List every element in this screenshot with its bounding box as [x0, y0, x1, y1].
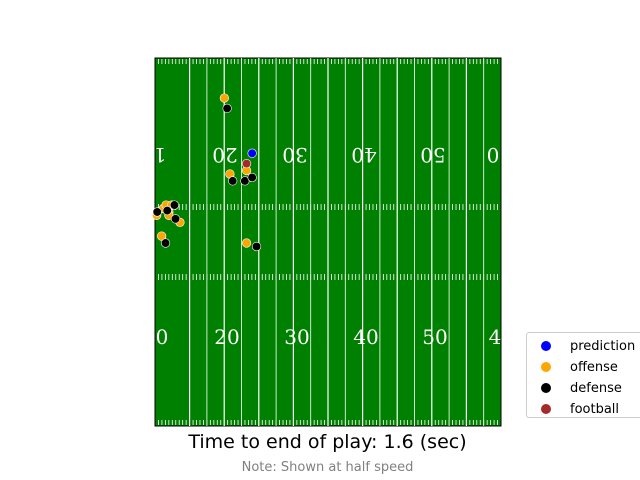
yard-number-top: 1 — [154, 143, 167, 167]
legend-label-offense: offense — [570, 359, 618, 375]
defense-marker — [169, 200, 180, 210]
defense-marker — [162, 205, 172, 216]
yard-number-bottom: 20 — [214, 325, 239, 349]
prediction-marker-icon — [541, 341, 551, 351]
offense-marker — [241, 238, 252, 248]
yard-number-top: 20 — [212, 143, 237, 167]
yard-number-top: 50 — [420, 143, 445, 167]
yard-number-bottom: 0 — [156, 325, 169, 349]
legend-item-offense: offense — [527, 357, 618, 377]
legend-item-prediction: prediction — [527, 336, 635, 356]
legend: prediction offense defense football — [526, 332, 640, 418]
offense-marker — [157, 231, 167, 241]
yard-number-bottom: 30 — [284, 325, 309, 349]
yard-number-bottom: 40 — [353, 325, 378, 349]
yard-number-top: 0 — [487, 143, 500, 167]
defense-marker — [251, 241, 262, 252]
defense-marker — [222, 103, 232, 114]
legend-item-defense: defense — [527, 378, 622, 398]
football-marker — [241, 159, 252, 169]
legend-item-football: football — [527, 399, 619, 419]
yard-number-top: 40 — [351, 143, 376, 167]
legend-label-defense: defense — [570, 380, 622, 396]
offense-marker-icon — [541, 362, 551, 372]
yard-number-top: 30 — [282, 143, 307, 167]
defense-marker-icon — [541, 383, 551, 393]
yard-number-bottom: 50 — [422, 325, 447, 349]
defense-marker — [152, 207, 162, 217]
defense-marker — [170, 214, 181, 224]
speed-note: Note: Shown at half speed — [241, 460, 414, 475]
time-to-end-caption: Time to end of play: 1.6 (sec) — [188, 431, 467, 453]
defense-marker — [160, 238, 171, 248]
football-marker-icon — [541, 404, 551, 414]
yard-number-bottom: 4 — [489, 325, 502, 349]
defense-marker — [228, 176, 238, 186]
legend-label-prediction: prediction — [570, 338, 636, 354]
offense-marker — [219, 93, 229, 103]
defense-marker — [247, 172, 257, 183]
legend-label-football: football — [570, 401, 620, 417]
prediction-marker — [247, 148, 257, 158]
